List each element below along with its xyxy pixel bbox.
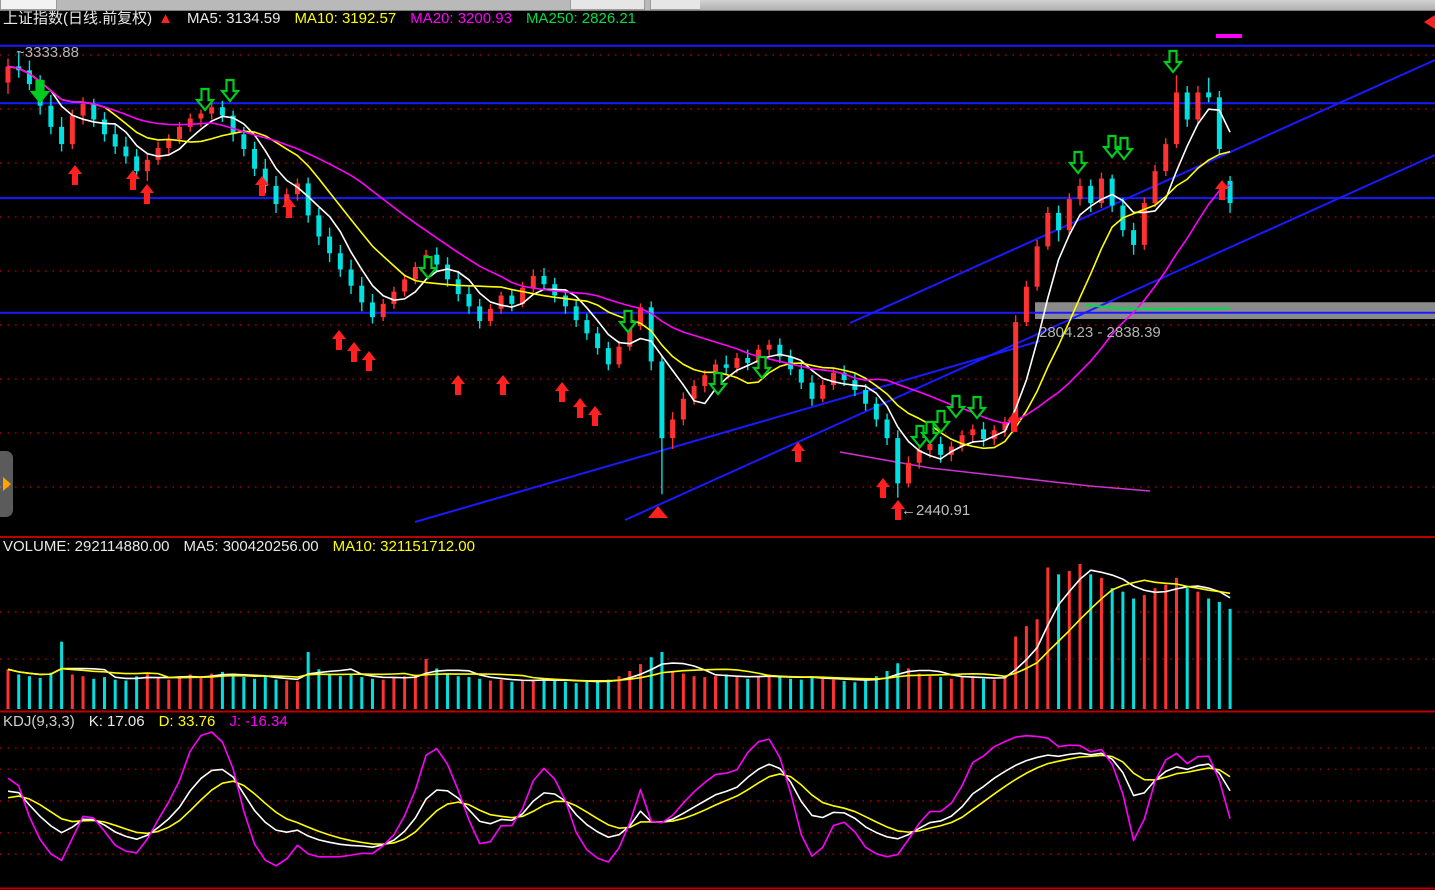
toolbar-segment[interactable] (0, 0, 57, 10)
up-arrow-icon: ▲ (158, 10, 174, 27)
ma250-value: MA250: 2826.21 (525, 10, 637, 27)
expand-arrow-icon (3, 477, 11, 491)
ma20-value: MA20: 3200.93 (410, 10, 512, 27)
volume-ma5-value: MA5: 300420256.00 (183, 538, 319, 555)
page-title: 上证指数(日线.前复权) (3, 10, 153, 27)
kdj-d-value: D: 33.76 (158, 713, 216, 730)
low-price-label: ←2440.91 (901, 502, 971, 519)
main-chart-header: 上证指数(日线.前复权) ▲ MA5: 3134.59 MA10: 3192.5… (3, 10, 650, 27)
high-price-label: ~3333.88 (16, 44, 79, 61)
magenta-annotation-mark (1216, 34, 1242, 38)
range-price-label: 2804.23 - 2838.39 (1039, 324, 1161, 341)
kdj-header: KDJ(9,3,3) K: 17.06 D: 33.76 J: -16.34 (3, 713, 302, 730)
volume-value: VOLUME: 292114880.00 (3, 538, 170, 555)
ma10-value: MA10: 3192.57 (294, 10, 397, 27)
toolbar-button[interactable] (570, 0, 645, 10)
toolbar-filler (700, 0, 1435, 10)
top-toolbar-fragment (0, 0, 1435, 11)
ma5-value: MA5: 3134.59 (187, 10, 281, 27)
kdj-k-value: K: 17.06 (88, 713, 145, 730)
scroll-left-icon[interactable] (1424, 15, 1435, 29)
volume-header: VOLUME: 292114880.00 MA5: 300420256.00 M… (3, 538, 489, 555)
volume-ma10-value: MA10: 321151712.00 (332, 538, 475, 555)
kdj-j-value: J: -16.34 (229, 713, 288, 730)
kdj-name: KDJ(9,3,3) (3, 713, 75, 730)
sidebar-flyout-handle[interactable] (0, 451, 13, 517)
